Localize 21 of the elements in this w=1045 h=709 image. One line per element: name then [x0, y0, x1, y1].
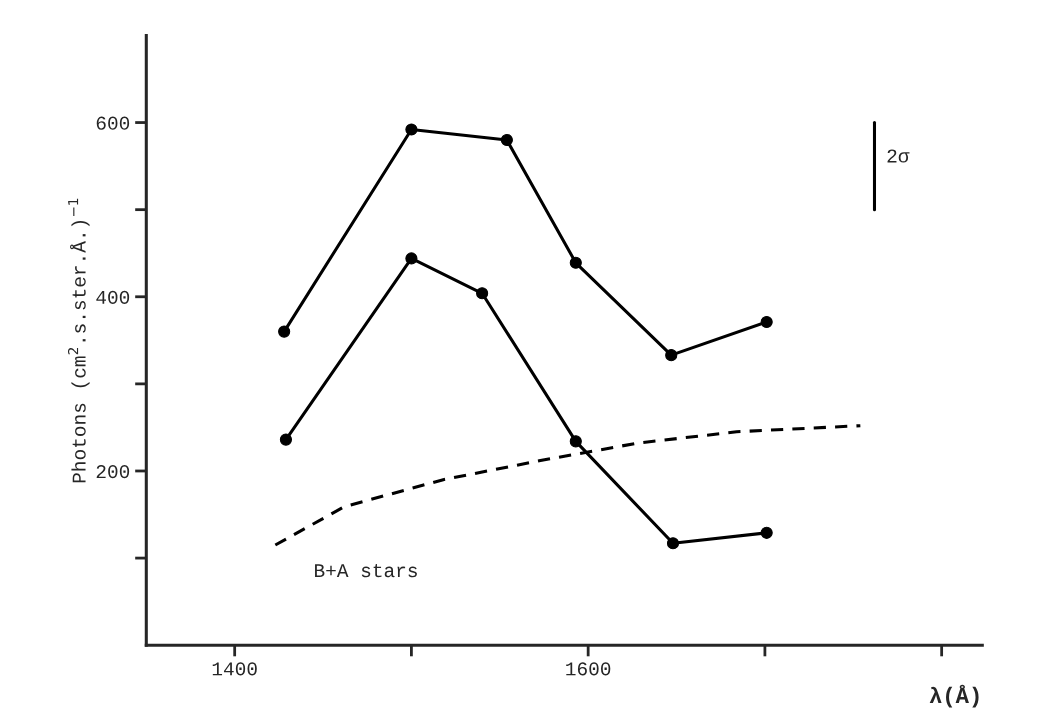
point: [278, 325, 291, 338]
y-tick-label: 400: [96, 290, 130, 304]
point: [279, 433, 292, 446]
point: [569, 435, 582, 448]
point: [500, 133, 513, 147]
y-axis-title: Photons (cm$^{2}$.s.ster.Å.)$^{−1}$: [67, 198, 90, 483]
point: [476, 287, 489, 300]
point: [405, 123, 418, 136]
point: [760, 526, 773, 539]
x-tick-label: 1600: [566, 662, 611, 676]
point: [569, 256, 582, 269]
point: [666, 537, 680, 550]
point: [405, 252, 418, 265]
point: [665, 349, 678, 362]
y-tick-label: 600: [96, 116, 130, 130]
point: [760, 315, 773, 329]
x-tick-label: 1400: [212, 662, 257, 676]
annotation: B+A stars: [315, 564, 417, 578]
y-tick-label: 200: [96, 465, 130, 479]
annotation: 2σ: [887, 149, 910, 163]
x-axis-title: λ(Å): [929, 684, 979, 708]
